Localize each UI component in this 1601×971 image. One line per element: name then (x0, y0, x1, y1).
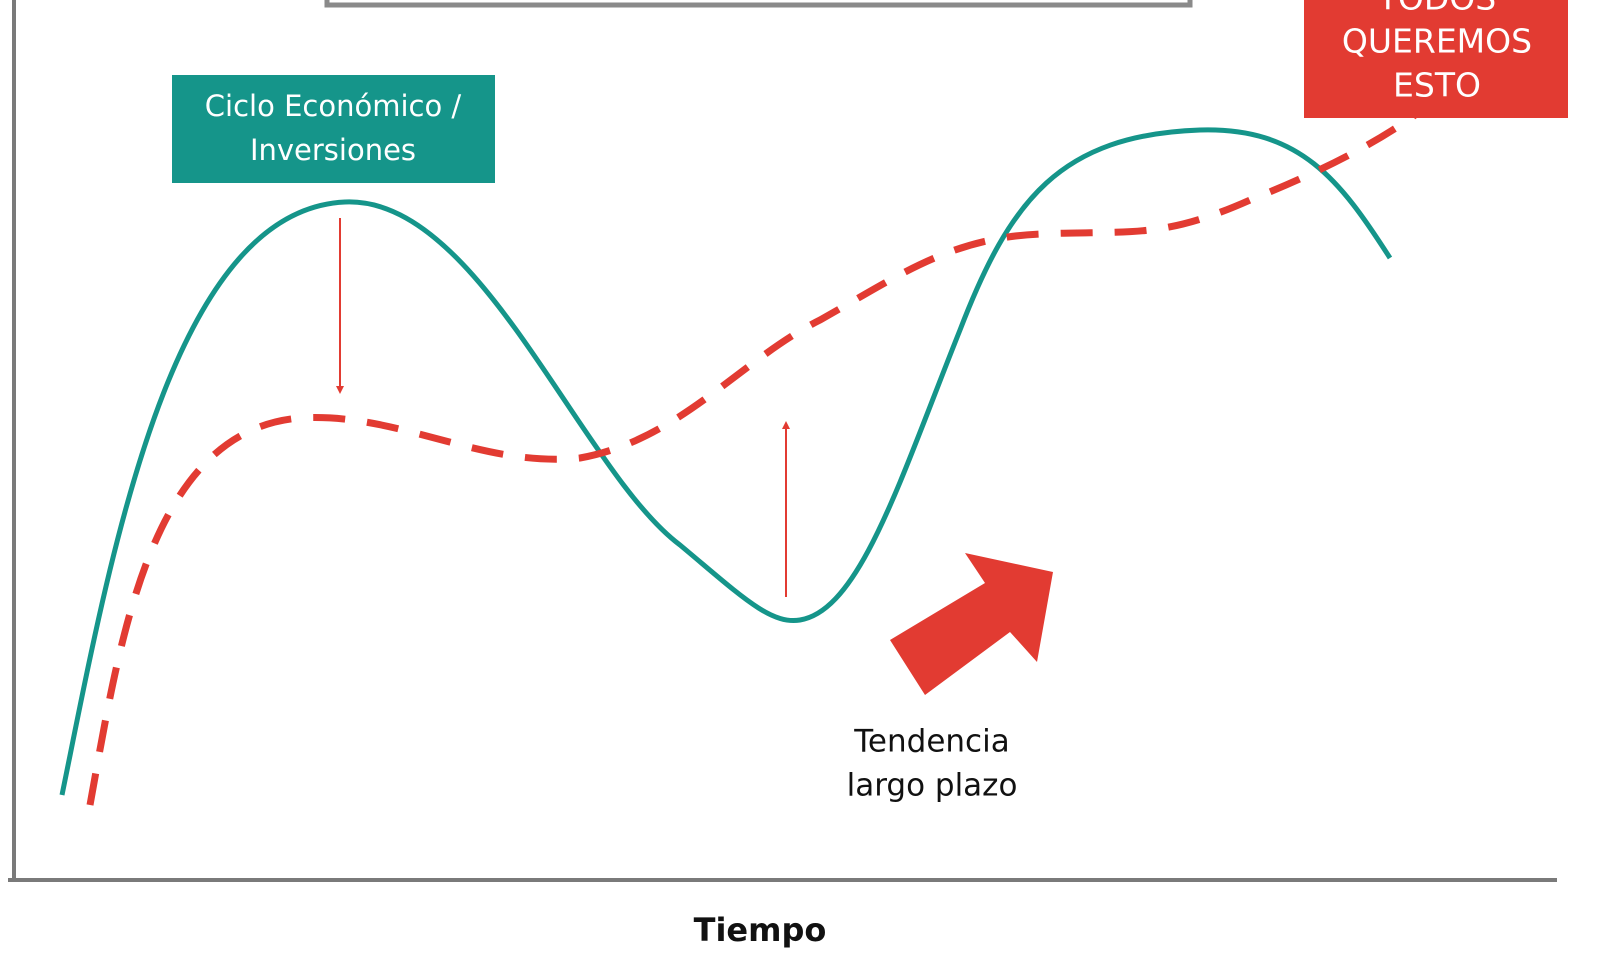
x-axis-label: Tiempo (694, 911, 827, 949)
top-box (324, 0, 1193, 8)
trend-curve (86, 112, 1418, 806)
cycle-curve (59, 127, 1393, 796)
goal-label: ESTO (1393, 66, 1481, 105)
cycle-label: Ciclo Económico / (205, 89, 462, 123)
goal-label: QUEREMOS (1342, 22, 1532, 61)
trend-label: largo plazo (847, 768, 1018, 804)
big-arrow (890, 553, 1053, 695)
cycle-box (172, 75, 495, 183)
cycle-label: Inversiones (250, 133, 416, 167)
goal-label: TODOS (1377, 0, 1496, 18)
trend-label: Tendencia (853, 724, 1009, 760)
goal-box (1304, 0, 1568, 118)
